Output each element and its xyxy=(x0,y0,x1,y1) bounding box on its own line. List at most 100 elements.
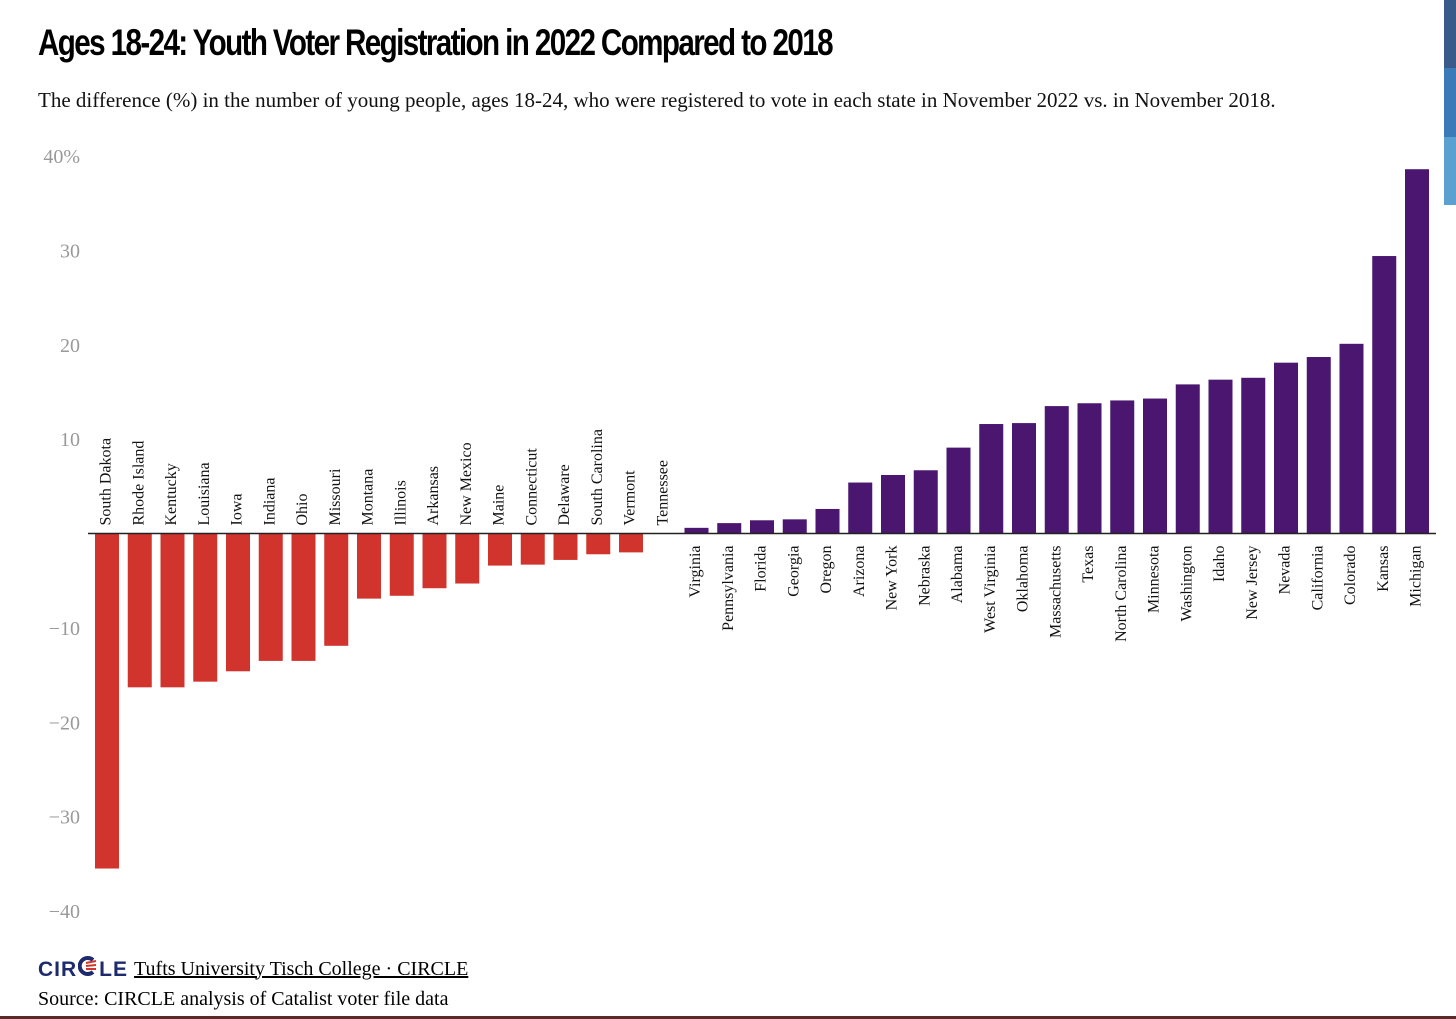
bar-georgia xyxy=(782,519,807,534)
bar-illinois xyxy=(389,533,414,596)
x-label-arkansas: Arkansas xyxy=(425,466,442,526)
y-axis: 40% 30 20 10 −10 −20 −30 −40 xyxy=(43,146,80,923)
y-tick-label: −10 xyxy=(49,618,80,640)
source-note: Source: CIRCLE analysis of Catalist vote… xyxy=(38,988,449,1010)
bar-chart: 40% 30 20 10 −10 −20 −30 −40 South Dakota Rhode … xyxy=(43,146,1436,923)
bar-virginia xyxy=(684,527,709,534)
bar-washington xyxy=(1175,384,1200,534)
bar-texas xyxy=(1077,403,1102,534)
bar-florida xyxy=(750,520,774,534)
y-tick-label: −30 xyxy=(49,807,80,829)
x-label-texas: Texas xyxy=(1080,546,1097,583)
x-label-california: California xyxy=(1309,546,1326,611)
x-label-kentucky: Kentucky xyxy=(163,463,180,525)
bar-south-dakota xyxy=(95,533,119,869)
bar-montana xyxy=(357,533,381,599)
strip-segment xyxy=(1444,0,1456,69)
bar-oklahoma xyxy=(1012,423,1036,534)
x-label-new-york: New York xyxy=(884,546,901,611)
x-label-virginia: Virginia xyxy=(687,546,704,598)
bar-connecticut xyxy=(520,533,545,565)
state-labels: South Dakota Rhode Island Kentucky Louisian… xyxy=(98,429,1425,642)
bar-pennsylvania xyxy=(717,523,742,534)
bar-oregon xyxy=(815,508,840,534)
x-label-arizona: Arizona xyxy=(851,546,868,598)
y-tick-label: −20 xyxy=(49,712,80,734)
x-label-florida: Florida xyxy=(753,546,770,592)
x-label-alabama: Alabama xyxy=(949,546,966,604)
strip-segment xyxy=(1444,136,1456,205)
bar-vermont xyxy=(619,533,643,553)
x-label-rhode-island: Rhode Island xyxy=(130,441,147,526)
bars-group xyxy=(95,169,1429,869)
bar-new-york xyxy=(881,474,905,534)
bar-missouri xyxy=(324,533,349,646)
bar-arizona xyxy=(848,482,873,534)
x-label-ohio: Ohio xyxy=(294,494,311,526)
x-label-indiana: Indiana xyxy=(261,478,278,526)
x-label-georgia: Georgia xyxy=(785,546,802,597)
bar-iowa xyxy=(226,533,250,672)
x-label-pennsylvania: Pennsylvania xyxy=(720,546,737,631)
bar-indiana xyxy=(258,533,283,661)
bottom-rule xyxy=(0,1016,1456,1019)
bar-maine xyxy=(488,533,512,566)
x-label-missouri: Missouri xyxy=(327,468,344,525)
x-label-tennessee: Tennessee xyxy=(654,460,671,526)
x-label-iowa: Iowa xyxy=(229,494,246,526)
x-label-kansas: Kansas xyxy=(1375,546,1392,592)
bar-idaho xyxy=(1208,379,1233,534)
credit-link[interactable]: Tufts University Tisch College · CIRCLE xyxy=(134,957,469,980)
y-tick-label: 40% xyxy=(43,146,80,168)
bar-massachusetts xyxy=(1044,406,1069,534)
bar-arkansas xyxy=(422,533,447,589)
chart-title: Ages 18-24: Youth Voter Registration in … xyxy=(38,22,834,63)
logo-text-start: CIR xyxy=(38,958,78,981)
bar-alabama xyxy=(946,447,971,534)
bar-nevada xyxy=(1274,362,1298,534)
x-label-colorado: Colorado xyxy=(1342,546,1359,606)
x-label-nebraska: Nebraska xyxy=(916,546,933,606)
y-tick-label: 30 xyxy=(60,240,80,262)
x-label-nevada: Nevada xyxy=(1277,546,1294,595)
x-label-washington: Washington xyxy=(1178,546,1195,622)
flag-c-icon xyxy=(78,956,97,976)
x-label-oklahoma: Oklahoma xyxy=(1015,546,1032,613)
footer-brand: CIR LE Tufts University Tisch College · … xyxy=(38,956,468,982)
x-label-south-carolina: South Carolina xyxy=(589,429,606,525)
x-label-connecticut: Connecticut xyxy=(523,448,540,526)
chart-subtitle: The difference (%) in the number of youn… xyxy=(38,88,1276,112)
bar-kentucky xyxy=(160,533,185,688)
x-label-michigan: Michigan xyxy=(1408,546,1425,607)
bar-michigan xyxy=(1405,169,1429,534)
bar-louisiana xyxy=(193,533,218,682)
bar-new-jersey xyxy=(1241,377,1266,534)
bar-south-carolina xyxy=(586,533,611,555)
strip-segment xyxy=(1444,68,1456,137)
bar-new-mexico xyxy=(455,533,480,584)
bar-kansas xyxy=(1372,256,1397,534)
side-color-strip xyxy=(1444,0,1456,205)
x-label-delaware: Delaware xyxy=(556,464,573,525)
circle-logo: CIR LE xyxy=(38,956,128,982)
x-label-idaho: Idaho xyxy=(1211,546,1228,582)
bar-west-virginia xyxy=(979,424,1004,534)
x-label-oregon: Oregon xyxy=(818,546,835,594)
x-label-minnesota: Minnesota xyxy=(1146,546,1163,614)
bar-rhode-island xyxy=(127,533,152,688)
x-label-illinois: Illinois xyxy=(392,480,409,525)
x-label-new-jersey: New Jersey xyxy=(1244,546,1261,620)
bar-california xyxy=(1306,357,1331,534)
y-tick-label: 20 xyxy=(60,335,80,357)
x-label-south-dakota: South Dakota xyxy=(98,438,115,526)
x-label-massachusetts: Massachusetts xyxy=(1047,546,1064,638)
bar-colorado xyxy=(1339,343,1364,534)
bar-north-carolina xyxy=(1110,400,1135,534)
x-label-vermont: Vermont xyxy=(622,470,639,526)
x-label-maine: Maine xyxy=(491,485,508,526)
bar-nebraska xyxy=(913,470,938,534)
x-label-north-carolina: North Carolina xyxy=(1113,546,1130,642)
logo-text-end: LE xyxy=(99,958,129,981)
y-tick-label: 10 xyxy=(60,429,80,451)
bar-delaware xyxy=(553,533,578,560)
